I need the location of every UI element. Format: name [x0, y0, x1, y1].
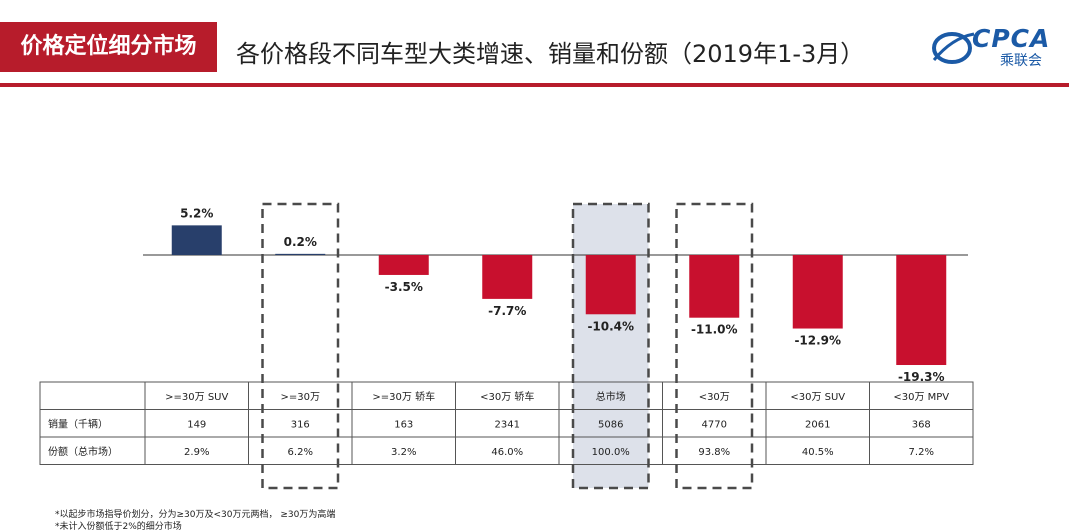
table-cell: 2.9% — [184, 447, 209, 458]
highlight-box-dashed — [675, 202, 754, 490]
bar-value-label: -12.9% — [794, 334, 841, 348]
category-label: >=30万 — [281, 392, 320, 403]
category-label: 总市场 — [596, 390, 626, 403]
bar — [275, 253, 326, 255]
bar-value-label: -7.7% — [488, 304, 526, 318]
table-cell: 100.0% — [592, 447, 630, 458]
bar — [792, 255, 843, 329]
bar — [585, 255, 636, 315]
footnote-1: *以起步市场指导价划分，分为≥30万及<30万元两档， ≥30万为高端 — [55, 510, 336, 520]
category-label: <30万 MPV — [893, 392, 949, 403]
logo-subtext: 乘联会 — [1000, 53, 1042, 69]
table-cell: 93.8% — [698, 447, 730, 458]
footnote-2: *未计入份额低于2%的细分市场 — [55, 522, 182, 532]
table-cell: 4770 — [702, 420, 727, 431]
section-tag: 价格定位细分市场 — [0, 22, 217, 72]
table-cell: 2341 — [495, 420, 520, 431]
bar — [689, 255, 740, 318]
table-cell: 3.2% — [391, 447, 416, 458]
data-table-border — [39, 381, 974, 465]
bar — [482, 255, 533, 299]
category-label: >=30万 轿车 — [372, 390, 435, 403]
bar-value-label: -10.4% — [587, 319, 634, 333]
bar-value-label: 5.2% — [180, 206, 213, 220]
table-cell: 46.0% — [491, 447, 523, 458]
bar — [171, 225, 222, 255]
bar — [896, 255, 947, 366]
table-cell: 40.5% — [802, 447, 834, 458]
category-label: <30万 SUV — [790, 392, 845, 403]
table-cell: 5086 — [598, 420, 623, 431]
table-cell: 2061 — [805, 420, 830, 431]
highlight-box-shade — [573, 204, 649, 488]
bar-value-label: 0.2% — [284, 235, 317, 249]
table-cell: 316 — [291, 420, 310, 431]
table-row-label: 份额（总市场） — [48, 445, 118, 458]
category-label: <30万 — [699, 392, 730, 403]
logo-text: CPCA — [972, 24, 1051, 53]
highlight-box-dashed — [571, 202, 650, 490]
header-divider — [0, 83, 1069, 87]
slide-header: 价格定位细分市场 各价格段不同车型大类增速、销量和份额（2019年1-3月） C… — [0, 0, 1069, 88]
category-label: <30万 轿车 — [480, 390, 534, 403]
table-cell: 368 — [912, 420, 931, 431]
table-cell: 149 — [187, 420, 206, 431]
highlight-box-dashed — [261, 202, 340, 490]
cpca-logo-icon — [932, 32, 975, 64]
bar-value-label: -3.5% — [385, 280, 423, 294]
slide-title: 各价格段不同车型大类增速、销量和份额（2019年1-3月） — [236, 40, 865, 68]
category-label: >=30万 SUV — [165, 392, 228, 403]
table-cell: 7.2% — [909, 447, 934, 458]
table-cell: 6.2% — [288, 447, 313, 458]
table-row-label: 销量（千辆） — [48, 418, 108, 431]
table-cell: 163 — [394, 420, 413, 431]
bar-value-label: -19.3% — [898, 370, 945, 384]
bar — [378, 255, 429, 275]
bar-value-label: -11.0% — [691, 323, 738, 337]
